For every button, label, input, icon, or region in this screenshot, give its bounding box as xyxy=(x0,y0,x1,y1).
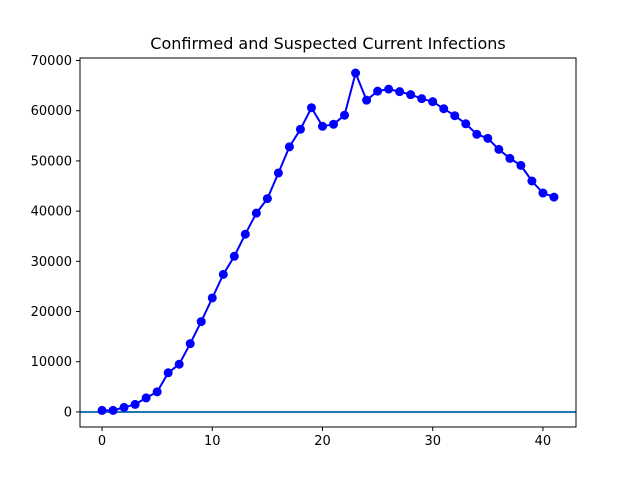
data-point xyxy=(516,160,526,170)
data-point xyxy=(273,168,283,178)
data-point xyxy=(196,317,206,327)
series-layer xyxy=(97,68,559,415)
y-axis: 0 10000 20000 30000 40000 50000 60000 70000 xyxy=(31,54,80,420)
data-point xyxy=(428,97,438,107)
data-point xyxy=(262,194,272,204)
x-tick-label: 0 xyxy=(98,434,106,449)
data-point xyxy=(417,94,427,104)
data-point xyxy=(108,405,118,415)
data-point xyxy=(185,339,195,349)
data-point xyxy=(483,133,493,143)
x-tick-label: 20 xyxy=(314,434,331,449)
data-point xyxy=(406,90,416,100)
y-tick-label: 60000 xyxy=(31,104,72,119)
data-point xyxy=(494,144,504,154)
chart-title: Confirmed and Suspected Current Infectio… xyxy=(150,34,505,53)
data-point xyxy=(395,87,405,97)
data-point xyxy=(472,129,482,139)
data-point xyxy=(97,405,107,415)
y-tick-label: 30000 xyxy=(31,255,72,270)
data-point xyxy=(505,153,515,163)
y-tick-label: 10000 xyxy=(31,355,72,370)
data-point xyxy=(141,393,151,403)
data-point xyxy=(130,399,140,409)
x-axis: 0 10 20 30 40 xyxy=(98,427,551,449)
data-point xyxy=(549,192,559,202)
data-point xyxy=(207,293,217,303)
data-point xyxy=(373,86,383,96)
data-point xyxy=(362,95,372,105)
data-point xyxy=(329,119,339,129)
data-point xyxy=(461,119,471,129)
y-tick-label: 50000 xyxy=(31,154,72,169)
data-point xyxy=(340,110,350,120)
y-tick-label: 0 xyxy=(64,405,72,420)
data-point xyxy=(218,269,228,279)
data-point xyxy=(119,402,129,412)
data-point xyxy=(306,103,316,113)
data-point xyxy=(439,104,449,114)
y-tick-label: 70000 xyxy=(31,54,72,69)
plot-frame xyxy=(79,57,577,428)
data-point xyxy=(317,121,327,131)
data-point xyxy=(351,68,361,78)
series-line xyxy=(102,72,555,412)
data-point xyxy=(229,251,239,261)
data-point xyxy=(527,176,537,186)
data-point xyxy=(174,359,184,369)
x-tick-label: 40 xyxy=(535,434,552,449)
x-tick-label: 10 xyxy=(204,434,221,449)
data-point xyxy=(152,387,162,397)
data-point xyxy=(251,208,261,218)
data-point xyxy=(538,188,548,198)
data-point xyxy=(450,111,460,121)
y-tick-label: 20000 xyxy=(31,305,72,320)
x-tick-label: 30 xyxy=(424,434,441,449)
data-point xyxy=(284,142,294,152)
data-point xyxy=(295,124,305,134)
data-point xyxy=(163,368,173,378)
data-point xyxy=(384,84,394,94)
data-point xyxy=(240,229,250,239)
y-tick-label: 40000 xyxy=(31,205,72,220)
